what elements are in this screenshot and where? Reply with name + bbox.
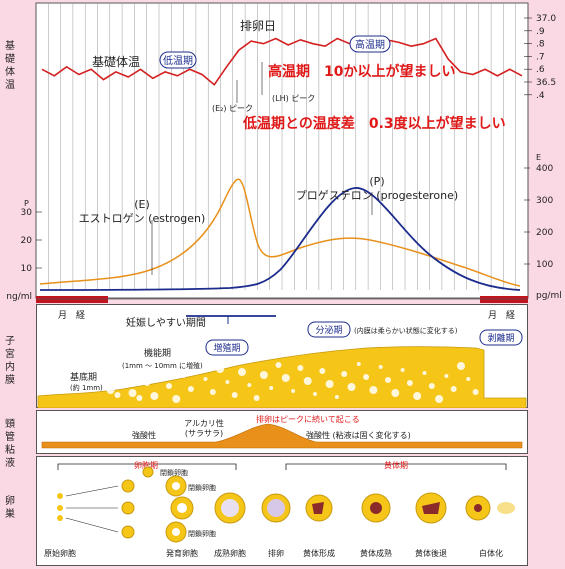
progesterone-symbol: (P) (369, 175, 384, 188)
acidic-left-label: 強酸性 (132, 430, 156, 440)
grid-lines (48, 3, 516, 290)
ovary-stage-label: 発育卵胞 (166, 548, 198, 558)
note-temp-diff: 低温期との温度差 0.3度以上が望ましい (242, 115, 506, 132)
ovulation-note: 排卵はピークに続いて起こる (256, 414, 360, 424)
bbt-tick-label: 37.0 (536, 14, 556, 24)
note-high-temp: 高温期 10か以上が望ましい (268, 63, 455, 80)
progesterone-curve (39, 187, 521, 291)
endometrium-diagram: 月 経 月 経 妊娠しやすい期間 増殖期 分泌期 (内膜は柔らかい状態に変化する… (37, 309, 527, 408)
ovary-diagram: 卵胞期 黄体期 閉鎖卵胞 閉鎖卵胞 閉鎖卵胞 原始卵胞 発育卵胞 成熟卵胞 排卵 黄体形… (44, 460, 515, 558)
bbt-tick-label: .7 (536, 52, 545, 62)
left-tick-label: ng/ml (6, 292, 32, 302)
alkaline-note: (サラサラ) (185, 429, 223, 438)
high-phase-badge: 高温期 (355, 38, 385, 51)
functional-layer-note: (1mm 〜 10mm に増殖) (122, 361, 203, 370)
estrogen-axis: E 400 300 200 100 pg/ml (524, 153, 562, 301)
secretory-note: (内膜は柔らかい状態に変化する) (354, 326, 458, 335)
follicular-phase-label: 卵胞期 (134, 460, 158, 470)
ovary-stage-label: 成熟卵胞 (214, 548, 246, 558)
acidic-right-label: 強酸性 (粘液は固く変化する) (306, 430, 411, 440)
side-label-ovary: 卵巣 (5, 496, 15, 520)
ovulation-day-label: 排卵日 (240, 19, 276, 33)
alkaline-label: アルカリ性 (184, 418, 224, 428)
bbt-label: 基礎体温 (92, 55, 140, 69)
mucus-band (41, 423, 523, 449)
left-tick-label: 30 (21, 208, 33, 218)
basal-layer-note: (約 1mm) (70, 383, 103, 392)
progesterone-axis: P30 20 10 ng/ml (6, 199, 42, 302)
estrogen-curve (39, 178, 521, 287)
ovary-stage-label: 黄体成熟 (360, 548, 392, 558)
bbt-tick-label: .4 (536, 91, 545, 101)
proliferative-badge: 増殖期 (213, 342, 240, 354)
right-tick-label: 100 (536, 260, 553, 270)
bbt-tick-label: .6 (536, 65, 545, 75)
bbt-line (41, 37, 523, 86)
bbt-tick-label: .9 (536, 27, 545, 37)
atretic-follicle-3: 閉鎖卵胞 (188, 529, 216, 538)
period-label-left: 月 経 (58, 309, 85, 321)
left-tick-label: 20 (21, 236, 33, 246)
period-label-right: 月 経 (488, 309, 515, 321)
period-bar-end (480, 296, 528, 303)
lh-peak-label: (LH) ピーク (272, 94, 315, 103)
basal-layer-label: 基底期 (70, 371, 97, 383)
bbt-hormone-chart: 37.0 .9 .8 .7 .6 36.5 .4 基礎体温 低温期 高温期 排卵日 高温期 … (6, 2, 562, 303)
period-bar-start (36, 296, 108, 303)
estrogen-symbol: (E) (134, 198, 150, 211)
mucus-diagram: 排卵はピークに続いて起こる アルカリ性 (サラサラ) 強酸性 強酸性 (粘液は固… (41, 414, 523, 449)
luteal-phase-label: 黄体期 (384, 460, 408, 470)
ovary-stage-label: 白体化 (479, 548, 503, 558)
fertile-period-label: 妊娠しやすい期間 (126, 316, 206, 329)
side-label-mucus: 頸管粘液 (5, 419, 15, 469)
functional-layer-label: 機能期 (144, 347, 171, 359)
ovary-stage-label: 排卵 (268, 548, 284, 558)
bbt-axis: 37.0 .9 .8 .7 .6 36.5 .4 (524, 14, 556, 101)
right-tick-label: 200 (536, 228, 553, 238)
left-axis-label: P (24, 199, 29, 208)
bbt-tick-label: .8 (536, 40, 545, 50)
progesterone-label: プロゲステロン (progesterone) (296, 189, 458, 202)
shedding-badge: 剥離期 (487, 332, 514, 344)
right-tick-label: 400 (536, 164, 553, 174)
atretic-follicle-1: 閉鎖卵胞 (160, 468, 188, 477)
e2-peak-label: (E₂) ピーク (212, 104, 253, 113)
right-axis-label: E (536, 153, 541, 162)
ovary-stage-label: 黄体形成 (303, 548, 335, 558)
right-tick-label: pg/ml (536, 291, 562, 301)
right-tick-label: 300 (536, 196, 553, 206)
low-phase-badge: 低温期 (163, 54, 193, 67)
ovary-stage-label: 原始卵胞 (44, 548, 76, 558)
side-label-endometrium: 子宮内膜 (5, 336, 15, 386)
ovary-stage-label: 黄体後退 (415, 548, 447, 558)
secretory-badge: 分泌期 (315, 324, 342, 336)
left-tick-label: 10 (21, 264, 33, 274)
estrogen-label: エストロゲン (estrogen) (79, 212, 206, 225)
atretic-follicle-2: 閉鎖卵胞 (188, 483, 216, 492)
bbt-tick-label: 36.5 (536, 78, 556, 88)
side-label-bbt: 基礎体温 (5, 41, 15, 91)
